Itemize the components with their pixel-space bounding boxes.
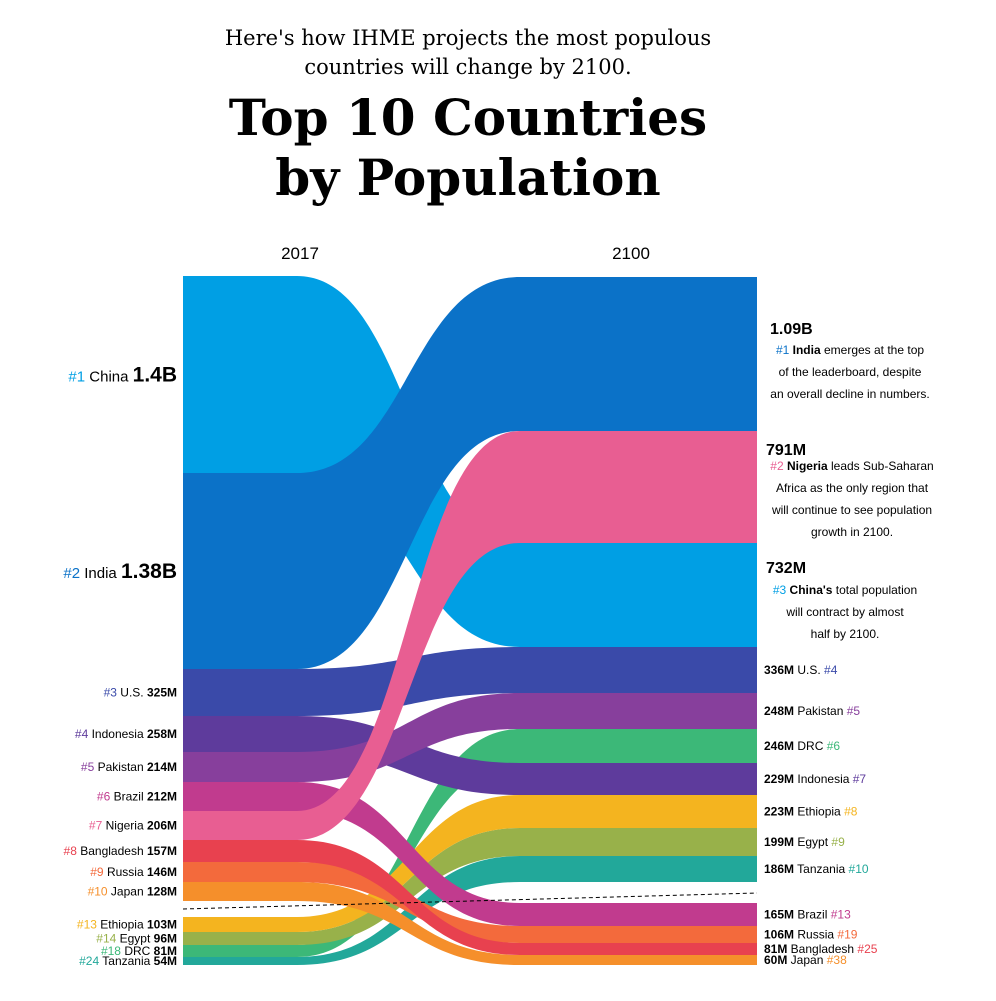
title-line-1: Top 10 Countries xyxy=(228,88,708,147)
flow-u-s xyxy=(183,647,757,716)
annotation-nigeria-line-2: Africa as the only region that xyxy=(776,481,929,495)
right-value-india: 1.09B xyxy=(770,321,813,338)
label-layer: 2017 2100 #1 China 1.4B #2 India 1.38B #3 U.… xyxy=(63,244,933,968)
left-label-russia: #9 Russia 146M xyxy=(90,865,177,879)
flow-layer xyxy=(183,276,757,965)
subtitle-line-1: Here's how IHME projects the most populo… xyxy=(224,26,712,50)
flow-brazil xyxy=(183,782,757,926)
right-label-u-s: 336M U.S. #4 xyxy=(764,663,838,677)
left-label-nigeria: #7 Nigeria 206M xyxy=(89,819,177,833)
left-label-china: #1 China 1.4B xyxy=(68,364,177,387)
flow-egypt xyxy=(183,828,757,945)
left-label-u-s: #3 U.S. 325M xyxy=(104,686,177,700)
annotation-india-line-3: an overall decline in numbers. xyxy=(770,387,929,401)
flow-tanzania xyxy=(183,856,757,965)
right-label-bangladesh: 81M Bangladesh #25 xyxy=(764,942,878,956)
right-value-nigeria: 791M xyxy=(766,442,806,459)
annotation-china-line-1: #3 China's total population xyxy=(773,583,917,597)
left-label-tanzania: #24 Tanzania 54M xyxy=(79,954,177,968)
left-label-drc: #18 DRC 81M xyxy=(101,944,177,958)
annotation-china-line-3: half by 2100. xyxy=(811,627,880,641)
flow-japan xyxy=(183,882,757,965)
column-2017-label: 2017 xyxy=(281,244,319,263)
chart-title-block: Here's how IHME projects the most populo… xyxy=(0,0,936,208)
left-label-brazil: #6 Brazil 212M xyxy=(97,790,177,804)
right-label-ethiopia: 223M Ethiopia #8 xyxy=(764,805,858,819)
flow-pakistan xyxy=(183,693,757,782)
left-label-japan: #10 Japan 128M xyxy=(88,885,177,899)
flow-indonesia xyxy=(183,716,757,795)
annotation-china-line-2: will contract by almost xyxy=(785,605,904,619)
left-label-egypt: #14 Egypt 96M xyxy=(96,932,177,946)
right-label-brazil: 165M Brazil #13 xyxy=(764,908,851,922)
annotation-nigeria-line-4: growth in 2100. xyxy=(811,525,893,539)
flow-ethiopia xyxy=(183,795,757,932)
chart-subtitle: Here's how IHME projects the most populo… xyxy=(0,0,936,82)
right-label-japan: 60M Japan #38 xyxy=(764,953,847,967)
left-label-indonesia: #4 Indonesia 258M xyxy=(75,727,177,741)
right-label-pakistan: 248M Pakistan #5 xyxy=(764,704,860,718)
subtitle-line-2: countries will change by 2100. xyxy=(304,55,632,79)
flow-nigeria xyxy=(183,431,757,840)
flow-russia xyxy=(183,862,757,943)
annotation-india-line-1: #1 India emerges at the top xyxy=(776,343,924,357)
flow-india xyxy=(183,277,757,669)
right-label-russia: 106M Russia #19 xyxy=(764,928,858,942)
annotation-india-line-2: of the leaderboard, despite xyxy=(779,365,922,379)
column-2100-label: 2100 xyxy=(612,244,650,263)
annotation-nigeria-line-1: #2 Nigeria leads Sub-Saharan xyxy=(770,459,933,473)
flow-bangladesh xyxy=(183,840,757,955)
top10-divider-line xyxy=(182,892,758,910)
right-label-drc: 246M DRC #6 xyxy=(764,739,840,753)
left-label-ethiopia: #13 Ethiopia 103M xyxy=(77,918,177,932)
right-label-egypt: 199M Egypt #9 xyxy=(764,835,845,849)
chart-title: Top 10 Countries by Population xyxy=(0,88,936,208)
left-label-bangladesh: #8 Bangladesh 157M xyxy=(64,844,177,858)
right-label-indonesia: 229M Indonesia #7 xyxy=(764,772,866,786)
right-label-tanzania: 186M Tanzania #10 xyxy=(764,862,869,876)
left-label-india: #2 India 1.38B xyxy=(63,560,177,583)
left-label-pakistan: #5 Pakistan 214M xyxy=(81,760,177,774)
annotation-nigeria-line-3: will continue to see population xyxy=(771,503,932,517)
title-line-2: by Population xyxy=(275,148,661,207)
flow-china xyxy=(183,276,757,647)
right-value-china: 732M xyxy=(766,560,806,577)
